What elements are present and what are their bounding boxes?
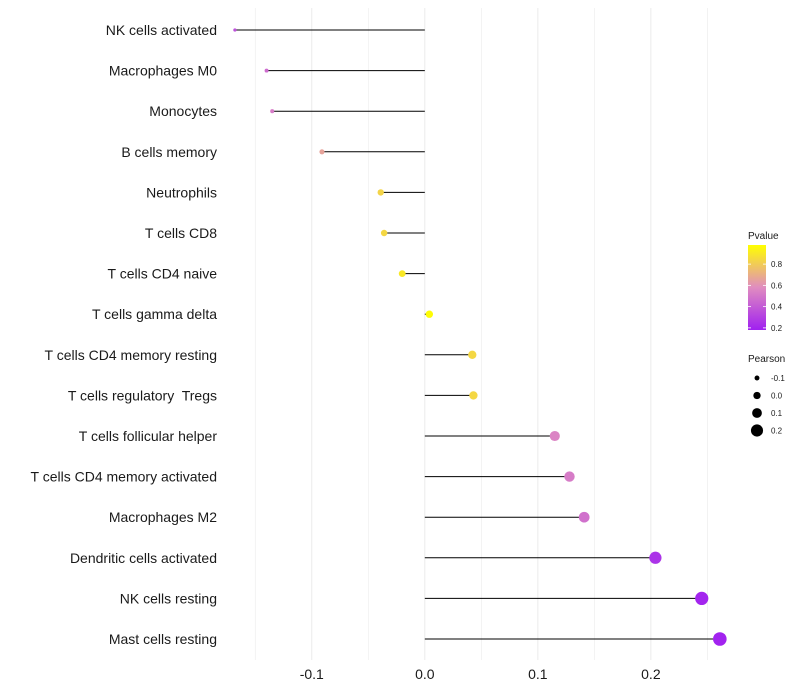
pearson-legend-label: -0.1: [771, 374, 785, 383]
y-axis-label: Neutrophils: [146, 184, 217, 200]
grid-lines: [254, 8, 708, 660]
y-axis-label: T cells regulatory Tregs: [68, 387, 217, 403]
y-axis-label: Mast cells resting: [109, 631, 217, 647]
x-tick-label: 0.0: [415, 666, 435, 682]
pvalue-legend-title: Pvalue: [748, 231, 779, 242]
pvalue-legend: Pvalue 0.8 0.6 0.4 0.2: [748, 231, 783, 333]
y-axis-label: Dendritic cells activated: [70, 550, 217, 566]
y-axis-label: T cells CD4 naive: [108, 266, 218, 282]
y-axis-label: T cells gamma delta: [92, 306, 217, 322]
y-axis-label: Monocytes: [149, 103, 217, 119]
pearson-legend-key: [752, 408, 762, 418]
lollipop-point: [233, 28, 237, 32]
lollipop-point: [695, 591, 709, 606]
pearson-legend-keys: -0.1 0.0 0.1 0.2: [750, 374, 785, 437]
pvalue-tick-label: 0.2: [771, 324, 783, 333]
y-axis-label: B cells memory: [121, 144, 217, 160]
lollipop-point: [564, 471, 575, 482]
pearson-legend-key: [754, 375, 760, 381]
y-axis-label: Macrophages M0: [109, 63, 217, 79]
lollipop-points: [233, 28, 727, 646]
y-axis-labels: NK cells activated Macrophages M0 Monocyte…: [31, 22, 218, 647]
lollipop-segments: [234, 29, 720, 640]
pvalue-tick-label: 0.4: [771, 303, 783, 312]
lollipop-point: [713, 632, 727, 646]
y-axis-label: T cells follicular helper: [79, 428, 218, 444]
lollipop-point: [270, 109, 275, 114]
x-tick-label: 0.2: [641, 666, 661, 682]
pearson-legend-label: 0.2: [771, 427, 783, 436]
lollipop-point: [469, 391, 478, 400]
x-axis-ticks: -0.1 0.0 0.1 0.2: [300, 666, 661, 682]
x-tick-label: -0.1: [300, 666, 324, 682]
pearson-legend-title: Pearson: [748, 354, 785, 365]
pearson-legend-key: [750, 424, 764, 437]
lollipop-point: [549, 430, 560, 442]
x-tick-label: 0.1: [528, 666, 548, 682]
lollipop-point: [468, 350, 477, 359]
y-axis-label: NK cells activated: [106, 22, 217, 38]
pearson-legend-label: 0.0: [771, 392, 783, 401]
lollipop-point: [380, 229, 388, 237]
pearson-legend: Pearson -0.1 0.0 0.1 0.2: [748, 354, 785, 437]
lollipop-point: [649, 551, 662, 564]
lollipop-point: [425, 310, 434, 318]
lollipop-point: [377, 189, 384, 196]
lollipop-point: [398, 270, 406, 278]
y-axis-label: T cells CD4 memory activated: [31, 469, 217, 485]
pvalue-tick-label: 0.8: [771, 260, 783, 269]
y-axis-label: NK cells resting: [120, 590, 217, 606]
pvalue-tick-label: 0.6: [771, 281, 783, 290]
pvalue-legend-ticks: 0.8 0.6 0.4 0.2: [748, 260, 783, 333]
lollipop-point: [264, 68, 269, 73]
lollipop-point: [319, 149, 325, 155]
y-axis-label: T cells CD8: [145, 225, 217, 241]
y-axis-label: Macrophages M2: [109, 509, 217, 525]
lollipop-point: [578, 511, 590, 523]
pvalue-colorbar: [748, 245, 766, 330]
pearson-legend-label: 0.1: [771, 409, 783, 418]
pearson-legend-key: [753, 391, 761, 400]
y-axis-label: T cells CD4 memory resting: [45, 347, 217, 363]
